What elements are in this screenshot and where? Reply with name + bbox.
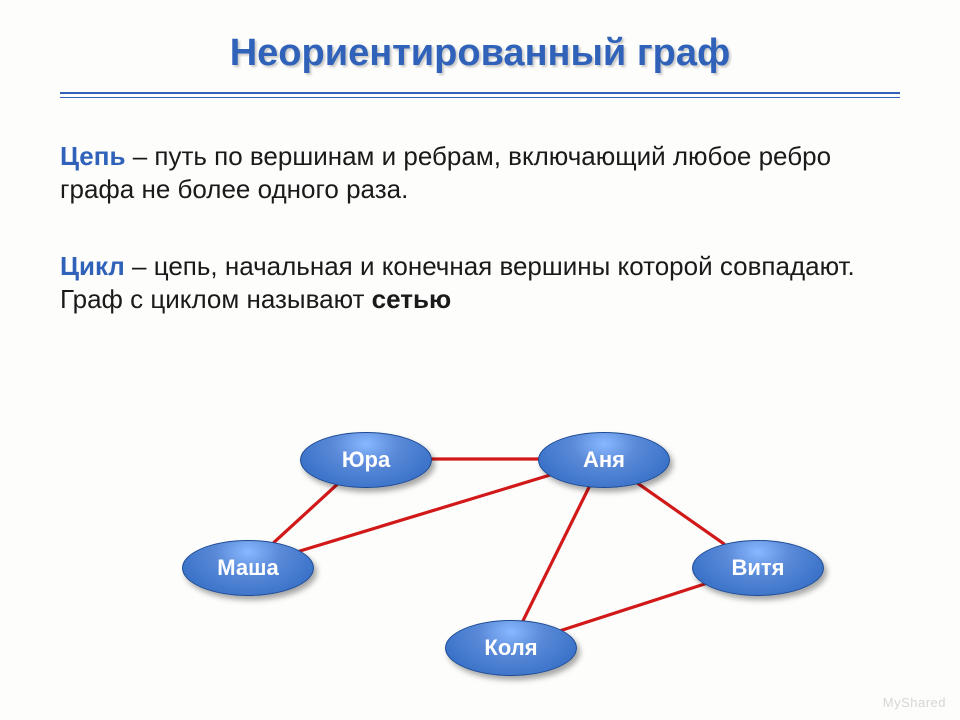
graph-edge bbox=[300, 475, 551, 551]
graph-node-vitya: Витя bbox=[692, 540, 824, 596]
graph-edge bbox=[274, 484, 338, 543]
graph-node-anya: Аня bbox=[538, 432, 670, 488]
graph-edge bbox=[636, 482, 724, 544]
title-divider-thin bbox=[60, 97, 900, 98]
graph-node-kolya: Коля bbox=[445, 620, 577, 676]
graph-node-masha: Маша bbox=[182, 540, 314, 596]
slide: Неориентированный граф Цепь – путь по ве… bbox=[0, 0, 960, 720]
graph-edges-svg bbox=[0, 0, 960, 720]
term-chain: Цепь bbox=[60, 141, 125, 171]
term-cycle: Цикл bbox=[60, 251, 125, 281]
def-cycle: – цепь, начальная и конечная вершины кот… bbox=[125, 251, 855, 281]
title-divider-thick bbox=[60, 92, 900, 94]
def-network-prefix: Граф с циклом называют bbox=[60, 284, 372, 314]
watermark: MyShared bbox=[883, 695, 946, 710]
slide-title: Неориентированный граф bbox=[0, 32, 960, 75]
paragraph-cycle: Цикл – цепь, начальная и конечная вершин… bbox=[60, 250, 900, 317]
graph-edge bbox=[523, 485, 590, 620]
graph-edge bbox=[561, 584, 705, 631]
def-chain: – путь по вершинам и ребрам, включающий … bbox=[60, 141, 831, 204]
graph-node-yura: Юра bbox=[300, 432, 432, 488]
def-network-bold: сетью bbox=[372, 284, 452, 314]
paragraph-chain: Цепь – путь по вершинам и ребрам, включа… bbox=[60, 140, 900, 207]
